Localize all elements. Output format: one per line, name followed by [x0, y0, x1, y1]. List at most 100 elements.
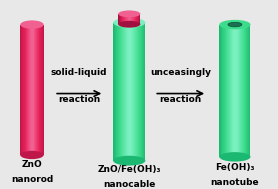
Bar [35, 25, 36, 155]
Bar [119, 23, 120, 161]
Bar [25, 25, 26, 155]
Bar [139, 14, 140, 24]
Bar [122, 14, 123, 24]
Text: nanotube: nanotube [211, 178, 259, 187]
Bar [244, 25, 245, 157]
Bar [225, 25, 226, 157]
Bar [120, 14, 121, 24]
Bar [126, 14, 127, 24]
Bar [128, 14, 129, 24]
Ellipse shape [20, 151, 44, 159]
Bar [223, 25, 224, 157]
Bar [238, 25, 239, 157]
Bar [26, 25, 27, 155]
Bar [136, 23, 137, 161]
Bar [141, 23, 142, 161]
Bar [222, 25, 223, 157]
Bar [142, 23, 143, 161]
Bar [219, 25, 220, 157]
Bar [143, 23, 144, 161]
Bar [135, 23, 136, 161]
Bar [140, 23, 141, 161]
Bar [124, 14, 125, 24]
Ellipse shape [118, 10, 140, 17]
Text: unceasingly: unceasingly [150, 67, 211, 77]
Bar [42, 25, 43, 155]
Bar [31, 25, 32, 155]
Bar [136, 14, 137, 24]
Bar [122, 23, 123, 161]
Bar [28, 25, 29, 155]
Text: solid-liquid: solid-liquid [51, 67, 108, 77]
Bar [113, 23, 114, 161]
Bar [21, 25, 22, 155]
Ellipse shape [113, 156, 145, 166]
Bar [36, 25, 37, 155]
Bar [135, 14, 136, 24]
Bar [24, 25, 25, 155]
Ellipse shape [228, 22, 242, 27]
Bar [224, 25, 225, 157]
Bar [126, 23, 127, 161]
Bar [231, 25, 232, 157]
Bar [138, 14, 139, 24]
Bar [138, 23, 139, 161]
Bar [127, 23, 128, 161]
Text: nanocable: nanocable [103, 180, 155, 189]
Bar [144, 23, 145, 161]
Bar [123, 23, 124, 161]
Text: reaction: reaction [160, 95, 202, 105]
Bar [34, 25, 35, 155]
Bar [233, 25, 234, 157]
Bar [129, 14, 130, 24]
Bar [33, 25, 34, 155]
Bar [116, 23, 117, 161]
Bar [43, 25, 44, 155]
Bar [133, 23, 134, 161]
Text: ZnO/Fe(OH)₃: ZnO/Fe(OH)₃ [98, 165, 161, 174]
Bar [38, 25, 39, 155]
Bar [134, 23, 135, 161]
Bar [137, 14, 138, 24]
Bar [123, 14, 124, 24]
Bar [242, 25, 243, 157]
Ellipse shape [219, 20, 250, 29]
Bar [118, 14, 119, 24]
Ellipse shape [20, 20, 44, 29]
Bar [221, 25, 222, 157]
Bar [220, 25, 221, 157]
Text: nanorod: nanorod [11, 175, 53, 184]
Bar [121, 23, 122, 161]
Bar [234, 25, 235, 157]
Bar [139, 23, 140, 161]
Bar [240, 25, 241, 157]
Bar [125, 14, 126, 24]
Bar [232, 25, 233, 157]
Bar [131, 23, 132, 161]
Ellipse shape [118, 21, 140, 28]
Bar [130, 23, 131, 161]
Bar [237, 25, 238, 157]
Ellipse shape [113, 18, 145, 28]
Bar [27, 25, 28, 155]
Bar [32, 25, 33, 155]
Bar [228, 25, 229, 157]
Bar [117, 23, 118, 161]
Bar [121, 14, 122, 24]
Bar [226, 25, 227, 157]
Bar [124, 23, 125, 161]
Bar [229, 25, 230, 157]
Bar [131, 14, 132, 24]
Text: ZnO: ZnO [22, 160, 42, 169]
Bar [22, 25, 23, 155]
Bar [241, 25, 242, 157]
Bar [247, 25, 248, 157]
Bar [134, 14, 135, 24]
Bar [137, 23, 138, 161]
Bar [133, 14, 134, 24]
Bar [128, 23, 129, 161]
Bar [249, 25, 250, 157]
Bar [29, 25, 30, 155]
Bar [120, 23, 121, 161]
Bar [118, 23, 119, 161]
